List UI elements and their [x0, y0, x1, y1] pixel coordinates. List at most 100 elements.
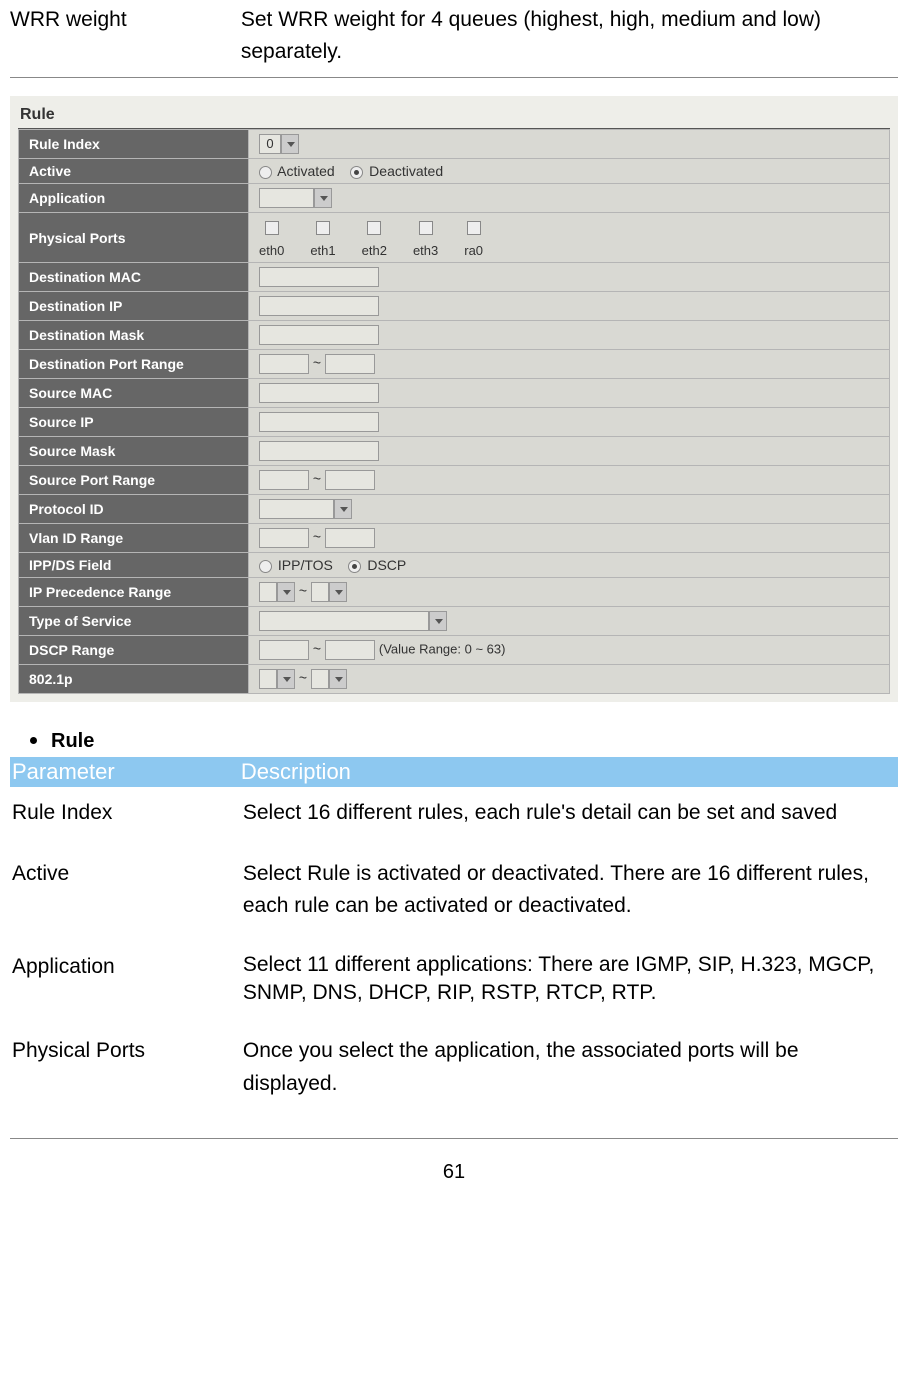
protocol-id-select[interactable] — [259, 499, 334, 519]
p8021-sep: ~ — [299, 670, 307, 686]
ip-prec-to[interactable] — [311, 582, 329, 602]
dest-port-from[interactable] — [259, 354, 309, 374]
radio-dscp-label: DSCP — [367, 557, 406, 573]
lbl-ipp-ds: IPP/DS Field — [19, 553, 249, 578]
dest-mac-input[interactable] — [259, 267, 379, 287]
protocol-id-dropdown[interactable] — [334, 499, 352, 519]
section-title-text: Rule — [51, 730, 94, 752]
src-port-to[interactable] — [325, 470, 375, 490]
src-mask-input[interactable] — [259, 441, 379, 461]
port-label-eth3: eth3 — [413, 243, 438, 258]
radio-deactivated[interactable] — [350, 166, 363, 179]
lbl-active: Active — [19, 159, 249, 184]
radio-dscp[interactable] — [348, 560, 361, 573]
tos-select[interactable] — [259, 611, 429, 631]
vlan-id-sep: ~ — [313, 529, 321, 545]
dscp-to[interactable] — [325, 640, 375, 660]
lbl-dest-port-range: Destination Port Range — [19, 350, 249, 379]
lbl-vlan-id-range: Vlan ID Range — [19, 524, 249, 553]
application-dropdown[interactable] — [314, 188, 332, 208]
dest-port-to[interactable] — [325, 354, 375, 374]
chk-eth1[interactable] — [316, 221, 330, 235]
lbl-src-mask: Source Mask — [19, 437, 249, 466]
chk-eth0[interactable] — [265, 221, 279, 235]
val-application — [249, 184, 890, 213]
val-rule-index: 0 — [249, 130, 890, 159]
chk-eth2[interactable] — [367, 221, 381, 235]
wrr-desc: Set WRR weight for 4 queues (highest, hi… — [241, 0, 898, 71]
desc-table-header: Parameter Description — [10, 757, 898, 787]
p8021-from-dd[interactable] — [277, 669, 295, 689]
page-number: 61 — [10, 1139, 898, 1190]
dscp-from[interactable] — [259, 640, 309, 660]
tos-dropdown[interactable] — [429, 611, 447, 631]
rule-config-panel: Rule Rule Index 0 Active Activated Deact… — [10, 96, 898, 702]
radio-deactivated-label: Deactivated — [369, 163, 443, 179]
lbl-protocol-id: Protocol ID — [19, 495, 249, 524]
port-label-ra0: ra0 — [464, 243, 483, 258]
desc-physical-ports: Once you select the application, the ass… — [241, 1025, 898, 1118]
dest-port-sep: ~ — [313, 355, 321, 371]
param-application: Application — [10, 941, 241, 1026]
lbl-8021p: 802.1p — [19, 665, 249, 694]
ip-prec-sep: ~ — [299, 583, 307, 599]
port-eth3: eth3 — [413, 221, 438, 258]
wrr-param: WRR weight — [10, 0, 241, 71]
param-active: Active — [10, 848, 241, 941]
application-select[interactable] — [259, 188, 314, 208]
port-eth1: eth1 — [310, 221, 335, 258]
p8021-to-dd[interactable] — [329, 669, 347, 689]
desc-application: Select 11 different applications: There … — [241, 941, 898, 1026]
val-active: Activated Deactivated — [249, 159, 890, 184]
ip-prec-to-dd[interactable] — [329, 582, 347, 602]
desc-row-application: Application Select 11 different applicat… — [10, 941, 898, 1026]
desc-row-physical-ports: Physical Ports Once you select the appli… — [10, 1025, 898, 1118]
lbl-dest-mac: Destination MAC — [19, 263, 249, 292]
chk-ra0[interactable] — [467, 221, 481, 235]
radio-ipptos[interactable] — [259, 560, 272, 573]
ip-prec-from[interactable] — [259, 582, 277, 602]
p8021-from[interactable] — [259, 669, 277, 689]
desc-table: Rule Index Select 16 different rules, ea… — [10, 787, 898, 1118]
lbl-src-ip: Source IP — [19, 408, 249, 437]
lbl-ip-prec-range: IP Precedence Range — [19, 578, 249, 607]
lbl-tos: Type of Service — [19, 607, 249, 636]
port-label-eth2: eth2 — [362, 243, 387, 258]
radio-activated[interactable] — [259, 166, 272, 179]
desc-row-rule-index: Rule Index Select 16 different rules, ea… — [10, 787, 898, 848]
lbl-dest-ip: Destination IP — [19, 292, 249, 321]
lbl-application: Application — [19, 184, 249, 213]
vlan-id-to[interactable] — [325, 528, 375, 548]
lbl-physical-ports: Physical Ports — [19, 213, 249, 263]
port-label-eth1: eth1 — [310, 243, 335, 258]
bullet-icon — [30, 737, 37, 744]
chk-eth3[interactable] — [419, 221, 433, 235]
dscp-note: (Value Range: 0 ~ 63) — [379, 642, 506, 657]
rule-panel-title: Rule — [18, 104, 890, 129]
lbl-src-port-range: Source Port Range — [19, 466, 249, 495]
dscp-sep: ~ — [313, 641, 321, 657]
ip-prec-from-dd[interactable] — [277, 582, 295, 602]
rule-index-value[interactable]: 0 — [259, 134, 281, 154]
param-rule-index: Rule Index — [10, 787, 241, 848]
lbl-rule-index: Rule Index — [19, 130, 249, 159]
dest-mask-input[interactable] — [259, 325, 379, 345]
rule-index-dropdown[interactable] — [281, 134, 299, 154]
src-port-from[interactable] — [259, 470, 309, 490]
src-mac-input[interactable] — [259, 383, 379, 403]
desc-active: Select Rule is activated or deactivated.… — [241, 848, 898, 941]
src-ip-input[interactable] — [259, 412, 379, 432]
val-physical-ports: eth0 eth1 eth2 eth3 ra0 — [249, 213, 890, 263]
vlan-id-from[interactable] — [259, 528, 309, 548]
port-eth2: eth2 — [362, 221, 387, 258]
rule-config-table: Rule Index 0 Active Activated Deactivate… — [18, 129, 890, 694]
lbl-dest-mask: Destination Mask — [19, 321, 249, 350]
p8021-to[interactable] — [311, 669, 329, 689]
divider-top — [10, 77, 898, 78]
lbl-src-mac: Source MAC — [19, 379, 249, 408]
top-wrr-row: WRR weight Set WRR weight for 4 queues (… — [10, 0, 898, 71]
param-physical-ports: Physical Ports — [10, 1025, 241, 1118]
dest-ip-input[interactable] — [259, 296, 379, 316]
header-description: Description — [241, 757, 351, 787]
src-port-sep: ~ — [313, 471, 321, 487]
